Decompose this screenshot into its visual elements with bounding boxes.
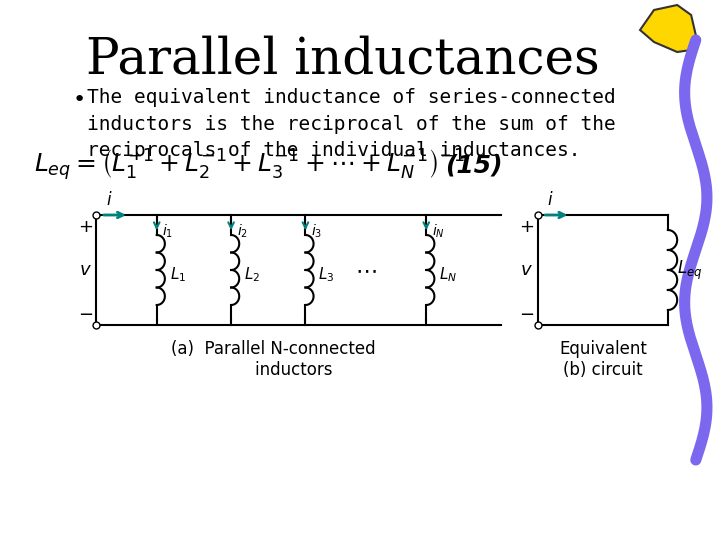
Text: +: + xyxy=(519,218,534,236)
Text: (a)  Parallel N-connected
        inductors: (a) Parallel N-connected inductors xyxy=(171,340,375,379)
Text: $-$: $-$ xyxy=(519,304,534,322)
Text: $L_N$: $L_N$ xyxy=(439,266,457,285)
Text: $i_1$: $i_1$ xyxy=(162,223,174,240)
Text: $v$: $v$ xyxy=(78,261,91,279)
Text: •: • xyxy=(73,90,86,110)
Text: $L_{eq}$: $L_{eq}$ xyxy=(678,259,703,281)
Text: $-$: $-$ xyxy=(78,304,93,322)
Text: The equivalent inductance of series-connected
inductors is the reciprocal of the: The equivalent inductance of series-conn… xyxy=(87,88,616,160)
Text: Equivalent
(b) circuit: Equivalent (b) circuit xyxy=(559,340,647,379)
Text: $\cdots$: $\cdots$ xyxy=(355,260,377,280)
Text: $L_1$: $L_1$ xyxy=(170,266,186,285)
Text: +: + xyxy=(78,218,93,236)
Text: $L_{eq} = \left(L_1^{-1} + L_2^{-1} + L_3^{-1} + \cdots + L_N^{-1}\right)^{-1}$: $L_{eq} = \left(L_1^{-1} + L_2^{-1} + L_… xyxy=(34,147,465,183)
Text: $i_N$: $i_N$ xyxy=(432,223,445,240)
Text: $v$: $v$ xyxy=(520,261,533,279)
Text: $L_2$: $L_2$ xyxy=(244,266,260,285)
Text: Parallel inductances: Parallel inductances xyxy=(86,35,600,84)
Text: $i_2$: $i_2$ xyxy=(237,223,248,240)
Text: $i_3$: $i_3$ xyxy=(311,223,323,240)
Text: $i$: $i$ xyxy=(547,191,554,209)
Text: (15): (15) xyxy=(445,153,503,177)
Text: $L_3$: $L_3$ xyxy=(318,266,335,285)
Polygon shape xyxy=(640,5,696,52)
Text: $i$: $i$ xyxy=(106,191,112,209)
